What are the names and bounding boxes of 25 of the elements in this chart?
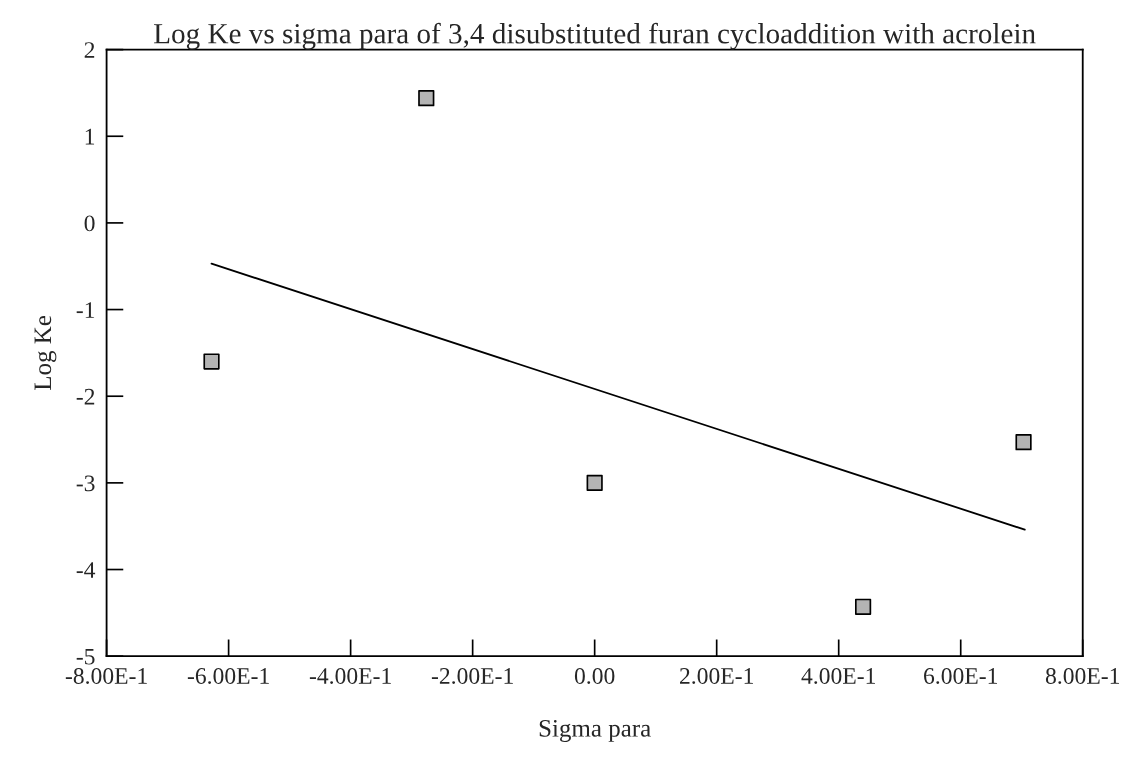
x-axis-title: Sigma para xyxy=(539,719,651,742)
x-tick-label: -4.00E-1 xyxy=(309,667,391,685)
point xyxy=(203,353,220,370)
y-tick-label: -2 xyxy=(76,388,95,405)
point xyxy=(586,474,603,491)
y-tick-label: -5 xyxy=(76,648,95,665)
point xyxy=(854,598,872,615)
x-tick-label: -8.00E-1 xyxy=(65,667,147,685)
x-tick-label: -2.00E-1 xyxy=(431,667,513,685)
x-tick-label: 4.00E-1 xyxy=(801,667,875,685)
x-tick-label: 6.00E-1 xyxy=(924,667,997,685)
y-tick-label: -4 xyxy=(76,562,96,578)
x-tick-label: -6.00E-1 xyxy=(187,667,269,685)
point xyxy=(1015,434,1032,451)
y-tick-label: 0 xyxy=(84,215,95,232)
x-tick-label: 2.00E-1 xyxy=(680,667,753,685)
y-tick-label: 2 xyxy=(84,42,95,58)
y-tick-label: 1 xyxy=(85,128,95,145)
x-tick-label: 0.00 xyxy=(574,667,615,685)
point xyxy=(418,90,435,107)
y-tick-label: -1 xyxy=(76,302,95,318)
y-tick-label: -3 xyxy=(76,475,95,492)
x-tick-label: 8.00E-1 xyxy=(1045,667,1120,685)
chart-title: Log Ke vs sigma para of 3,4 disubstituted furan cycloaddition with acrolein xyxy=(154,22,1036,50)
y-axis-title: Log Ke xyxy=(34,315,57,390)
